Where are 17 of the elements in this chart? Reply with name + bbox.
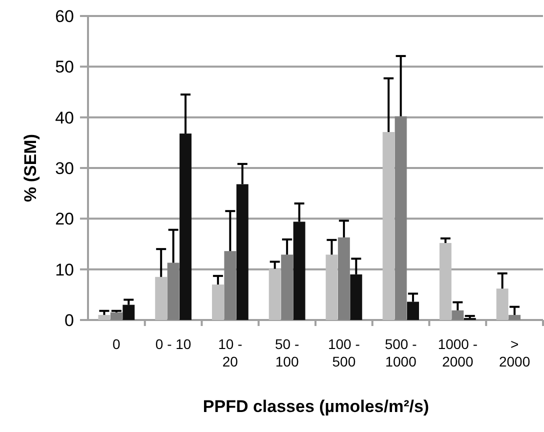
x-tick-label: 500 - 1000 — [384, 336, 418, 370]
y-tick-label: 60 — [55, 6, 74, 26]
y-axis-title: % (SEM) — [21, 134, 40, 202]
y-tick-label: 0 — [64, 310, 74, 330]
y-tick-label: 10 — [55, 260, 74, 280]
x-axis-title: PPFD classes (µmoles/m²/s) — [202, 397, 430, 416]
x-tick-label: 0 - 10 — [155, 336, 192, 352]
x-tick-label: 100 - 500 — [328, 336, 360, 370]
x-tick-label: 10 - 20 — [218, 336, 243, 370]
x-tick-label: 0 — [112, 336, 121, 352]
x-tick-label: 50 - 100 — [275, 336, 300, 370]
y-tick-label: 40 — [55, 108, 74, 128]
y-tick-label: 50 — [55, 58, 74, 77]
x-tick-label: > 2000 — [498, 336, 530, 370]
y-tick-label: 20 — [55, 210, 74, 229]
x-tick-label: 1000 - 2000 — [438, 336, 478, 370]
y-tick-label: 30 — [55, 158, 74, 178]
